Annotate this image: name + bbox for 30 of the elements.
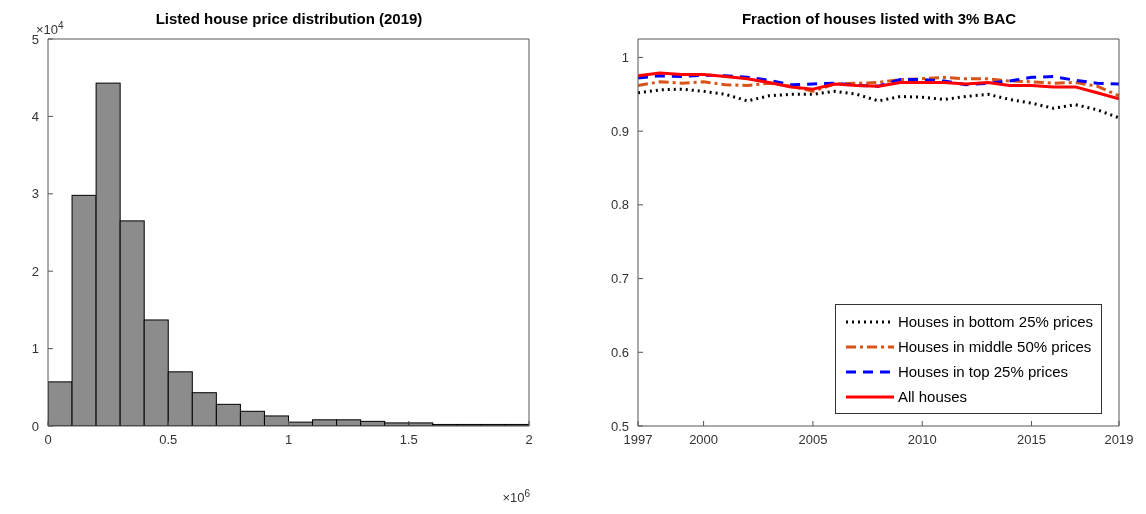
x-tick-label: 1997 <box>623 432 653 448</box>
y-tick-label: 4 <box>31 109 39 125</box>
x-tick-label: 0.5 <box>159 432 178 448</box>
y-tick-label: 0.8 <box>610 197 629 213</box>
legend-label: Houses in top 25% prices <box>897 362 1068 382</box>
y-tick-label: 3 <box>31 186 39 202</box>
chart-title: Fraction of houses listed with 3% BAC <box>740 10 1018 27</box>
x-tick-label: 2015 <box>1017 432 1047 448</box>
x-tick-label: 1.5 <box>399 432 418 448</box>
legend-label: Houses in middle 50% prices <box>897 337 1092 357</box>
y-tick-label: 0.7 <box>610 271 629 287</box>
y-tick-label: 0.9 <box>610 123 629 139</box>
x-tick-label: 2005 <box>798 432 828 448</box>
text: ×10$^{6}$ <box>502 487 531 505</box>
chart-title: Listed house price distribution (2019) <box>155 10 423 27</box>
y-tick-label: 0.6 <box>610 344 629 360</box>
text: ×10$^{4}$ <box>36 19 65 37</box>
x-tick-label: 1 <box>284 432 293 448</box>
x-tick-label: 2010 <box>907 432 937 448</box>
x-tick-label: 2 <box>525 432 533 448</box>
legend-label: Houses in bottom 25% prices <box>897 312 1093 332</box>
x-tick-label: 2019 <box>1104 432 1134 448</box>
y-tick-label: 1 <box>621 50 629 66</box>
y-tick-label: 0 <box>31 418 39 434</box>
y-tick-label: 0.5 <box>610 418 629 434</box>
legend-label: All houses <box>897 387 968 407</box>
y-tick-label: 1 <box>31 341 39 357</box>
y-tick-label: 2 <box>31 263 39 279</box>
x-tick-label: 2000 <box>689 432 719 448</box>
x-tick-label: 0 <box>44 432 52 448</box>
